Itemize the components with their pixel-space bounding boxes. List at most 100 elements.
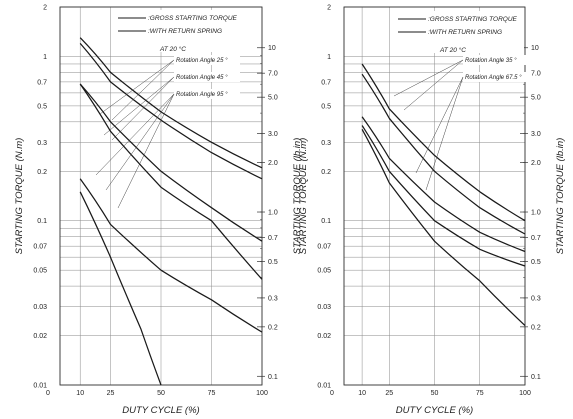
y-tick-label: 0.2 xyxy=(37,169,47,176)
x-tick-label: 10 xyxy=(358,390,366,397)
x-tick-label: 25 xyxy=(385,390,393,397)
rotation-angle-annotation: Rotation Angle 45 ° xyxy=(176,75,228,81)
y2-tick-label: 5.0 xyxy=(531,95,541,102)
y2-tick-label: 3.0 xyxy=(268,131,278,138)
x-tick-label: 50 xyxy=(157,390,165,397)
series-line-5 xyxy=(79,178,263,333)
y-tick-label: 0.01 xyxy=(33,383,47,390)
annotation-background xyxy=(174,89,240,99)
annotation-leader-line xyxy=(111,76,175,141)
x-axis-title: DUTY CYCLE (%) xyxy=(396,405,473,416)
annotation-leader-line xyxy=(403,59,464,111)
x-tick-label: 50 xyxy=(431,390,439,397)
annotation-leader-line xyxy=(95,93,175,176)
y-tick-label: 0.3 xyxy=(321,140,331,147)
x-tick-label: 25 xyxy=(107,390,115,397)
annotation-background xyxy=(174,55,240,65)
rotation-angle-annotation: Rotation Angle 95 ° xyxy=(176,92,228,98)
y2-tick-label: 0.5 xyxy=(268,259,278,266)
y2-tick-label: 10 xyxy=(531,45,539,52)
y2-tick-label: 7.0 xyxy=(268,71,278,78)
temperature-condition: AT 20 °C xyxy=(439,46,466,54)
y2-tick-label: 3.0 xyxy=(531,131,541,138)
annotation-leader-line xyxy=(393,59,464,97)
annotation-leader-line xyxy=(111,59,175,121)
annotation-leader-line xyxy=(103,76,175,136)
y-tick-label: 1 xyxy=(43,54,47,61)
y2-tick-label: 0.1 xyxy=(531,374,541,381)
y-tick-label: 0.05 xyxy=(317,268,331,275)
y-axis-title: STARTING TORQUE (N.m) xyxy=(14,138,25,255)
y2-tick-label: 0.2 xyxy=(268,324,278,331)
y-tick-label: 2 xyxy=(327,5,331,12)
series-line-5 xyxy=(361,128,526,327)
y-tick-label: 0.7 xyxy=(321,79,331,86)
legend: :GROSS STARTING TORQUE :WITH RETURN SPRIN… xyxy=(114,10,244,53)
y2-tick-label: 0.7 xyxy=(268,235,278,242)
y-tick-label: 0.3 xyxy=(37,140,47,147)
y-tick-label: 0.7 xyxy=(37,79,47,86)
rotation-angle-annotation: Rotation Angle 67.5 ° xyxy=(465,75,522,81)
x-tick-label: 100 xyxy=(256,390,268,397)
annotation-leader-line xyxy=(415,76,464,174)
legend-label: :GROSS STARTING TORQUE xyxy=(428,16,518,23)
y-tick-label: 2 xyxy=(43,5,47,12)
series-line-4 xyxy=(361,125,526,267)
series-line-3 xyxy=(361,116,526,253)
annotation-background xyxy=(463,55,529,65)
right-chart-panel: 2 1 0.7 0.5 0.3 0.2 0.1 0.07 0.05 0.03 0.02 0.01 10 7… xyxy=(298,5,566,417)
annotation-leader-line xyxy=(425,76,464,191)
y-tick-label: 0.5 xyxy=(37,103,47,110)
y2-tick-label: 10 xyxy=(268,45,276,52)
y-tick-label: 0.03 xyxy=(33,304,47,311)
y-tick-label: 0.05 xyxy=(33,268,47,275)
rotation-angle-annotation: Rotation Angle 25 ° xyxy=(176,58,228,64)
y2-tick-label: 0.3 xyxy=(268,295,278,302)
x-tick-label: 0 xyxy=(46,390,50,397)
y2-tick-label: 0.7 xyxy=(531,235,541,242)
x-tick-label: 75 xyxy=(208,390,216,397)
x-tick-label: 100 xyxy=(519,390,531,397)
y2-tick-label: 7.0 xyxy=(531,71,541,78)
legend: :GROSS STARTING TORQUE :WITH RETURN SPRIN… xyxy=(394,11,524,54)
x-tick-label: 75 xyxy=(476,390,484,397)
series-line-4 xyxy=(79,83,263,280)
y2-tick-label: 2.0 xyxy=(268,160,278,167)
y-tick-label: 0.01 xyxy=(317,383,331,390)
y-tick-label: 0.1 xyxy=(321,218,331,225)
legend-label: :WITH RETURN SPRING xyxy=(148,28,222,35)
x-tick-label: 10 xyxy=(76,390,84,397)
y-axis-title: STARTING TORQUE (N.m) xyxy=(298,138,309,255)
plot-frame xyxy=(343,6,526,386)
annotation-background xyxy=(174,72,240,82)
left-chart-panel: 2 1 0.7 0.5 0.3 0.2 0.1 0.07 0.05 0.03 0.02 0.01 10 7… xyxy=(14,5,303,417)
y2-tick-label: 1.0 xyxy=(531,210,541,217)
annotation-leader-line xyxy=(105,93,175,191)
y-tick-label: 0.2 xyxy=(321,169,331,176)
y2-tick-label: 0.5 xyxy=(531,259,541,266)
y-tick-label: 0.02 xyxy=(33,333,47,340)
y-tick-label: 0.02 xyxy=(317,333,331,340)
y2-tick-label: 1.0 xyxy=(268,210,278,217)
y2-axis-title: STARTING TORQUE (lb.in) xyxy=(292,138,303,255)
annotation-leader-line xyxy=(99,59,175,115)
y2-axis-title: STARTING TORQUE (lb.in) xyxy=(555,138,566,255)
y-tick-label: 0.5 xyxy=(321,103,331,110)
y-tick-label: 0.07 xyxy=(33,244,47,251)
rotation-angle-annotation: Rotation Angle 35 ° xyxy=(465,58,517,64)
y2-tick-label: 0.1 xyxy=(268,374,278,381)
series-line-3 xyxy=(79,83,263,242)
y-tick-label: 0.1 xyxy=(37,218,47,225)
legend-label: :GROSS STARTING TORQUE xyxy=(148,15,238,22)
temperature-condition: AT 20 °C xyxy=(159,45,186,53)
series-line-6 xyxy=(79,191,162,386)
y-tick-label: 1 xyxy=(327,54,331,61)
x-tick-label: 0 xyxy=(330,390,334,397)
annotation-leader-line xyxy=(117,93,175,209)
legend-label: :WITH RETURN SPRING xyxy=(428,29,502,36)
y2-tick-label: 0.2 xyxy=(531,324,541,331)
y2-tick-label: 0.3 xyxy=(531,295,541,302)
y2-tick-label: 5.0 xyxy=(268,95,278,102)
x-axis-title: DUTY CYCLE (%) xyxy=(122,405,199,416)
